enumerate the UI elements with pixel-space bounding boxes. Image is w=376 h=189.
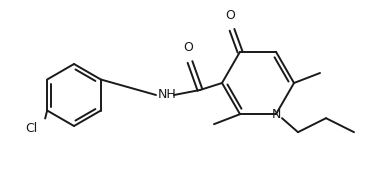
Text: Cl: Cl (25, 122, 37, 136)
Text: NH: NH (158, 88, 177, 101)
Text: O: O (225, 9, 235, 22)
Text: O: O (183, 41, 193, 54)
Text: N: N (271, 108, 281, 121)
